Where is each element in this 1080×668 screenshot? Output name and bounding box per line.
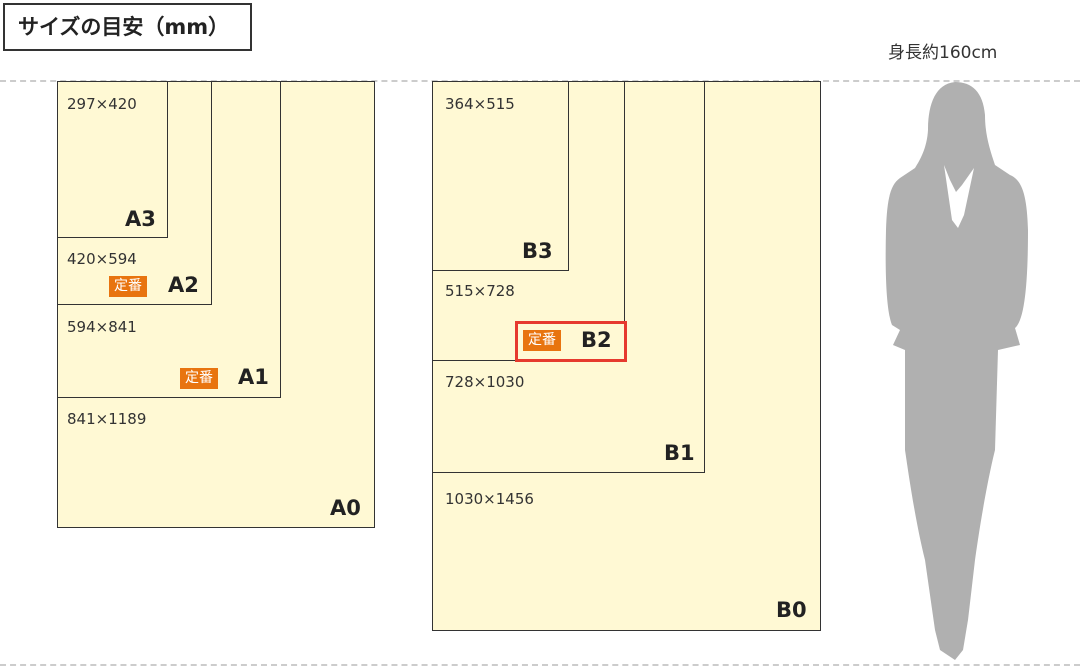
b3-dims: 364×515 <box>445 95 515 113</box>
a1-dims: 594×841 <box>67 318 137 336</box>
bottom-dashed-line <box>0 664 1080 666</box>
b2-highlight-frame <box>515 321 627 362</box>
a0-name: A0 <box>330 496 361 520</box>
b3-name: B3 <box>522 239 553 263</box>
b0-dims: 1030×1456 <box>445 490 534 508</box>
a3-name: A3 <box>125 207 156 231</box>
b2-dims: 515×728 <box>445 282 515 300</box>
b2-standard-badge: 定番 <box>523 330 561 351</box>
a1-name: A1 <box>238 365 269 389</box>
a2-name: A2 <box>168 273 199 297</box>
b1-dims: 728×1030 <box>445 373 525 391</box>
a2-standard-badge: 定番 <box>109 276 147 297</box>
person-height-label: 身長約160cm <box>888 43 998 63</box>
b2-name: B2 <box>581 328 612 352</box>
a2-dims: 420×594 <box>67 250 137 268</box>
a1-standard-badge: 定番 <box>180 368 218 389</box>
a3-dims: 297×420 <box>67 95 137 113</box>
page-title: サイズの目安（mm） <box>3 3 252 51</box>
b0-name: B0 <box>776 598 807 622</box>
b1-name: B1 <box>664 441 695 465</box>
a0-dims: 841×1189 <box>67 410 147 428</box>
paper-a3 <box>57 81 168 238</box>
paper-b3 <box>432 81 569 271</box>
